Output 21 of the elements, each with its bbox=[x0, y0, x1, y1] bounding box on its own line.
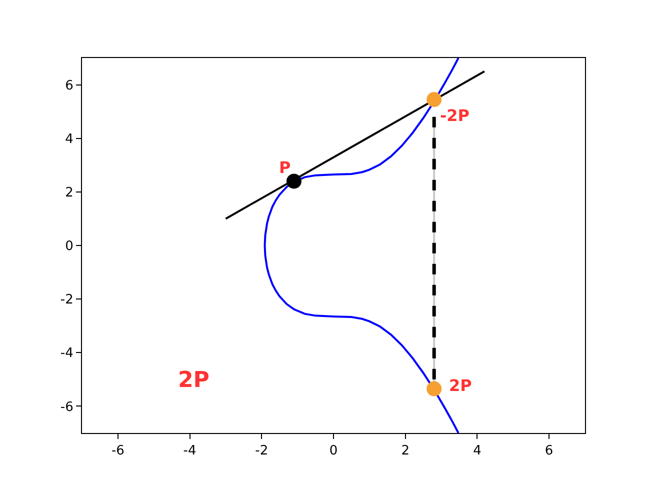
x-tick-label: 0 bbox=[329, 444, 338, 459]
x-tick-label: -4 bbox=[183, 444, 196, 459]
y-tick-label: 2 bbox=[65, 185, 74, 200]
annotation: 2P bbox=[449, 376, 472, 395]
x-tick-label: 2 bbox=[401, 444, 410, 459]
annotation: 2P bbox=[178, 368, 210, 393]
y-tick-label: -4 bbox=[60, 346, 74, 362]
x-tick-label: 4 bbox=[473, 444, 482, 459]
x-tick-label: -2 bbox=[255, 444, 268, 459]
x-tick-label: -6 bbox=[111, 444, 124, 459]
point bbox=[426, 92, 442, 108]
y-tick-label: -2 bbox=[60, 292, 74, 308]
y-tick-label: 6 bbox=[65, 78, 74, 94]
annotation: -2P bbox=[440, 106, 470, 125]
y-tick-label: -6 bbox=[60, 400, 74, 415]
annotation: P bbox=[279, 158, 291, 177]
y-tick-label: 0 bbox=[65, 239, 74, 254]
x-tick-label: 6 bbox=[544, 444, 554, 459]
point bbox=[286, 174, 302, 189]
y-tick-label: 4 bbox=[65, 132, 74, 147]
point bbox=[426, 381, 442, 396]
